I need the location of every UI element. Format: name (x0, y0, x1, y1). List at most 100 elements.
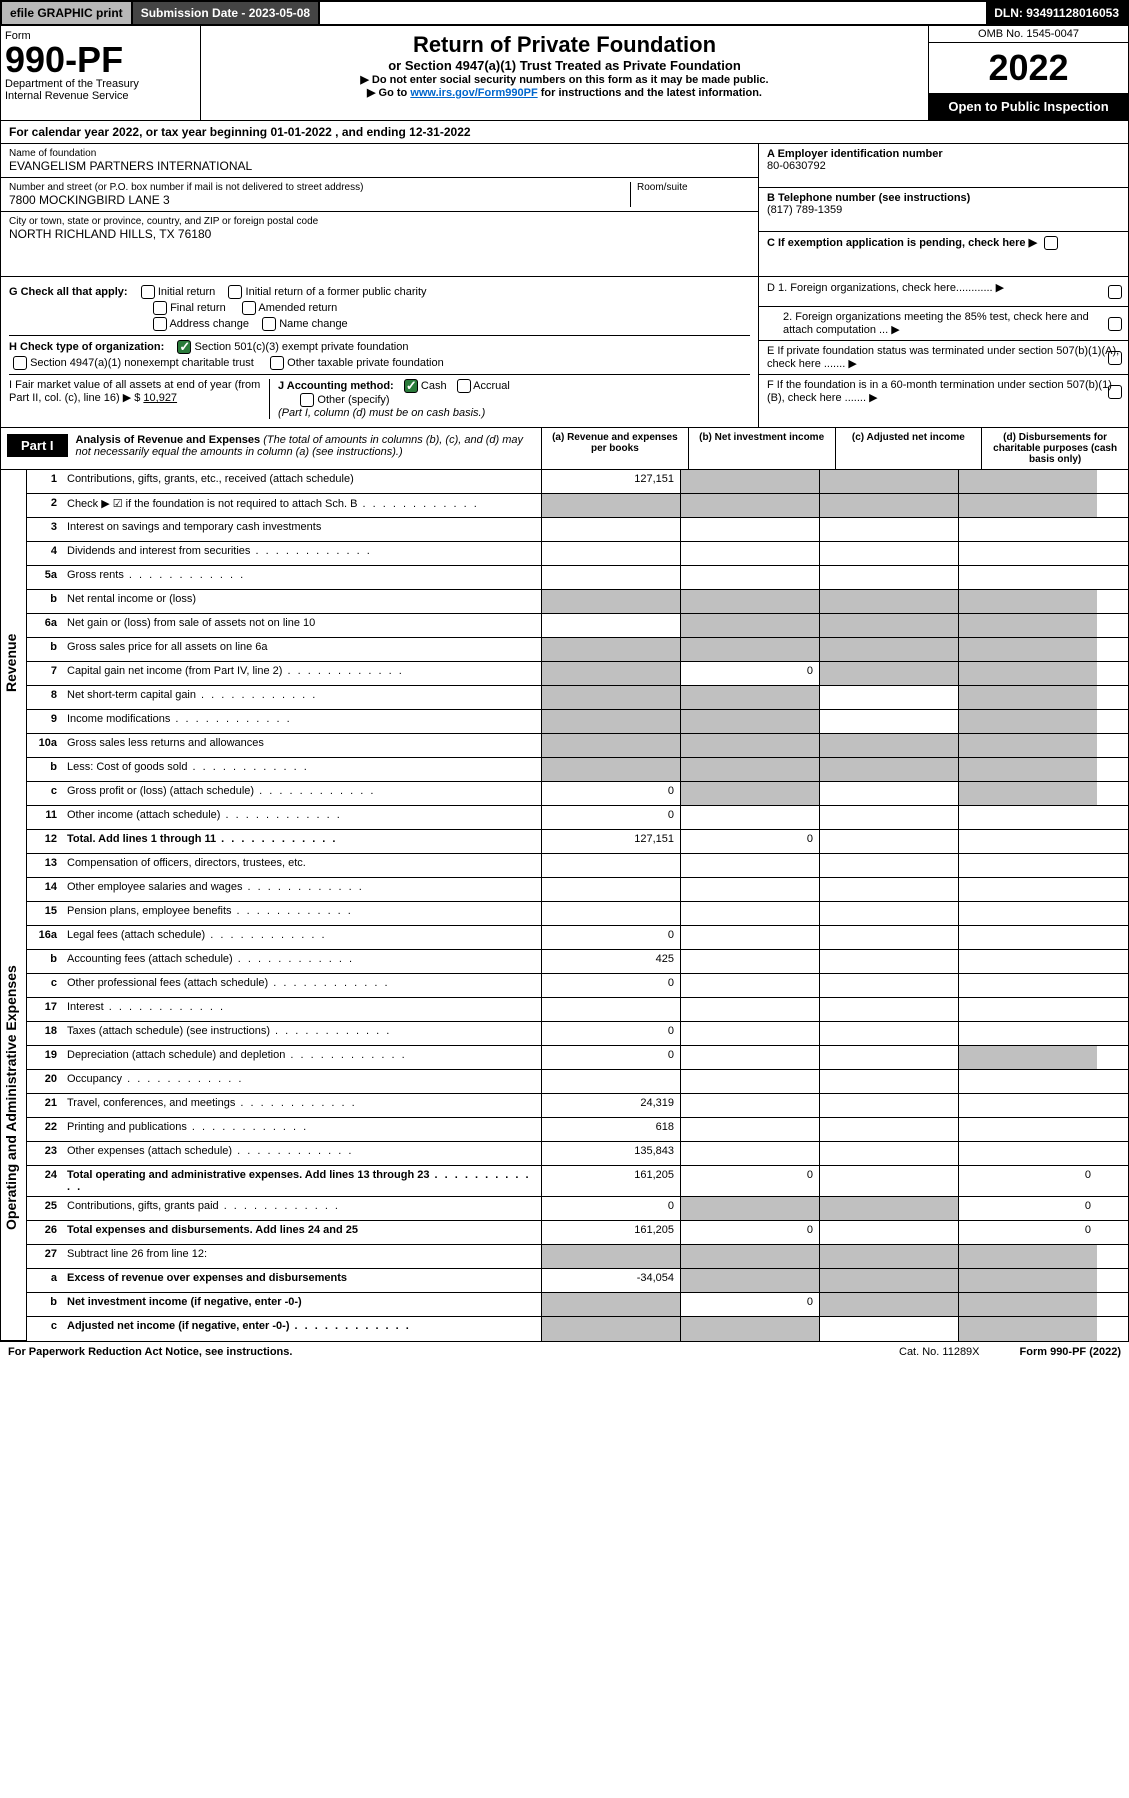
g-amended-checkbox[interactable] (242, 301, 256, 315)
table-row: 21Travel, conferences, and meetings24,31… (27, 1094, 1128, 1118)
cell-b: 0 (680, 1221, 819, 1244)
row-number: 13 (27, 854, 63, 877)
cell-b: 0 (680, 1293, 819, 1316)
h-501c3-checkbox[interactable] (177, 340, 191, 354)
row-number: b (27, 758, 63, 781)
cell-c (819, 1094, 958, 1117)
table-row: cAdjusted net income (if negative, enter… (27, 1317, 1128, 1341)
row-number: 4 (27, 542, 63, 565)
cell-c (819, 878, 958, 901)
row-label: Net investment income (if negative, ente… (63, 1293, 541, 1316)
expenses-side-label: Operating and Administrative Expenses (1, 856, 26, 1341)
irs-link[interactable]: www.irs.gov/Form990PF (410, 87, 537, 99)
cell-d (958, 518, 1097, 541)
h-4947-checkbox[interactable] (13, 356, 27, 370)
row-label: Net short-term capital gain (63, 686, 541, 709)
cell-c (819, 470, 958, 493)
cell-d (958, 1245, 1097, 1268)
d1-checkbox[interactable] (1108, 285, 1122, 299)
row-number: b (27, 590, 63, 613)
row-number: 23 (27, 1142, 63, 1165)
check-right: D 1. Foreign organizations, check here..… (758, 277, 1128, 427)
cell-a (541, 542, 680, 565)
g-final-checkbox[interactable] (153, 301, 167, 315)
h-other-checkbox[interactable] (270, 356, 284, 370)
cell-c (819, 494, 958, 517)
g-initial-former-checkbox[interactable] (228, 285, 242, 299)
row-number: 11 (27, 806, 63, 829)
table-row: 17Interest (27, 998, 1128, 1022)
cell-a (541, 638, 680, 661)
cell-a (541, 686, 680, 709)
cell-c (819, 1142, 958, 1165)
cell-c (819, 830, 958, 853)
info-right: A Employer identification number 80-0630… (758, 144, 1128, 276)
h-row: H Check type of organization: Section 50… (9, 335, 750, 354)
cell-c (819, 1166, 958, 1196)
row-label: Total operating and administrative expen… (63, 1166, 541, 1196)
cell-c (819, 590, 958, 613)
row-number: 18 (27, 1022, 63, 1045)
cell-b: 0 (680, 830, 819, 853)
table-row: cOther professional fees (attach schedul… (27, 974, 1128, 998)
d2-checkbox[interactable] (1108, 317, 1122, 331)
cell-a (541, 590, 680, 613)
cell-d (958, 1269, 1097, 1292)
row-label: Other income (attach schedule) (63, 806, 541, 829)
j-other-checkbox[interactable] (300, 393, 314, 407)
d2-cell: 2. Foreign organizations meeting the 85%… (759, 307, 1128, 341)
cell-d: 0 (958, 1197, 1097, 1220)
cell-d (958, 806, 1097, 829)
header-center: Return of Private Foundation or Section … (201, 26, 928, 120)
cell-c (819, 1022, 958, 1045)
cell-c (819, 638, 958, 661)
part1-desc: Part I Analysis of Revenue and Expenses … (1, 428, 541, 469)
cell-b (680, 1269, 819, 1292)
row-number: 27 (27, 1245, 63, 1268)
table-row: 27Subtract line 26 from line 12: (27, 1245, 1128, 1269)
j-cash-checkbox[interactable] (404, 379, 418, 393)
cell-a: 127,151 (541, 470, 680, 493)
row-number: 15 (27, 902, 63, 925)
table-row: 22Printing and publications618 (27, 1118, 1128, 1142)
cell-c (819, 758, 958, 781)
row-label: Gross rents (63, 566, 541, 589)
row-number: 12 (27, 830, 63, 853)
row-number: 5a (27, 566, 63, 589)
cell-c (819, 686, 958, 709)
j-accrual-checkbox[interactable] (457, 379, 471, 393)
cell-c (819, 1317, 958, 1341)
side-labels: Revenue Operating and Administrative Exp… (1, 470, 27, 1341)
table-row: 6aNet gain or (loss) from sale of assets… (27, 614, 1128, 638)
cell-b (680, 1022, 819, 1045)
table-row: 13Compensation of officers, directors, t… (27, 854, 1128, 878)
table-row: bAccounting fees (attach schedule)425 (27, 950, 1128, 974)
cell-a: -34,054 (541, 1269, 680, 1292)
g-row: G Check all that apply: Initial return I… (9, 285, 750, 299)
g-name-checkbox[interactable] (262, 317, 276, 331)
cell-a (541, 614, 680, 637)
g-address-checkbox[interactable] (153, 317, 167, 331)
cell-b (680, 470, 819, 493)
cell-b (680, 854, 819, 877)
row-number: 26 (27, 1221, 63, 1244)
g-initial-checkbox[interactable] (141, 285, 155, 299)
cell-a: 0 (541, 1046, 680, 1069)
cell-d (958, 830, 1097, 853)
cell-b (680, 950, 819, 973)
row-number: 17 (27, 998, 63, 1021)
efile-label[interactable]: efile GRAPHIC print (2, 2, 133, 24)
row-label: Other employee salaries and wages (63, 878, 541, 901)
f-checkbox[interactable] (1108, 385, 1122, 399)
cell-b (680, 590, 819, 613)
table-row: 4Dividends and interest from securities (27, 542, 1128, 566)
c-checkbox[interactable] (1044, 236, 1058, 250)
form-title: Return of Private Foundation (207, 32, 922, 58)
cell-b (680, 782, 819, 805)
note-ssn: ▶ Do not enter social security numbers o… (207, 73, 922, 86)
cell-c (819, 806, 958, 829)
e-checkbox[interactable] (1108, 351, 1122, 365)
row-number: 1 (27, 470, 63, 493)
cell-d (958, 470, 1097, 493)
row-number: c (27, 782, 63, 805)
